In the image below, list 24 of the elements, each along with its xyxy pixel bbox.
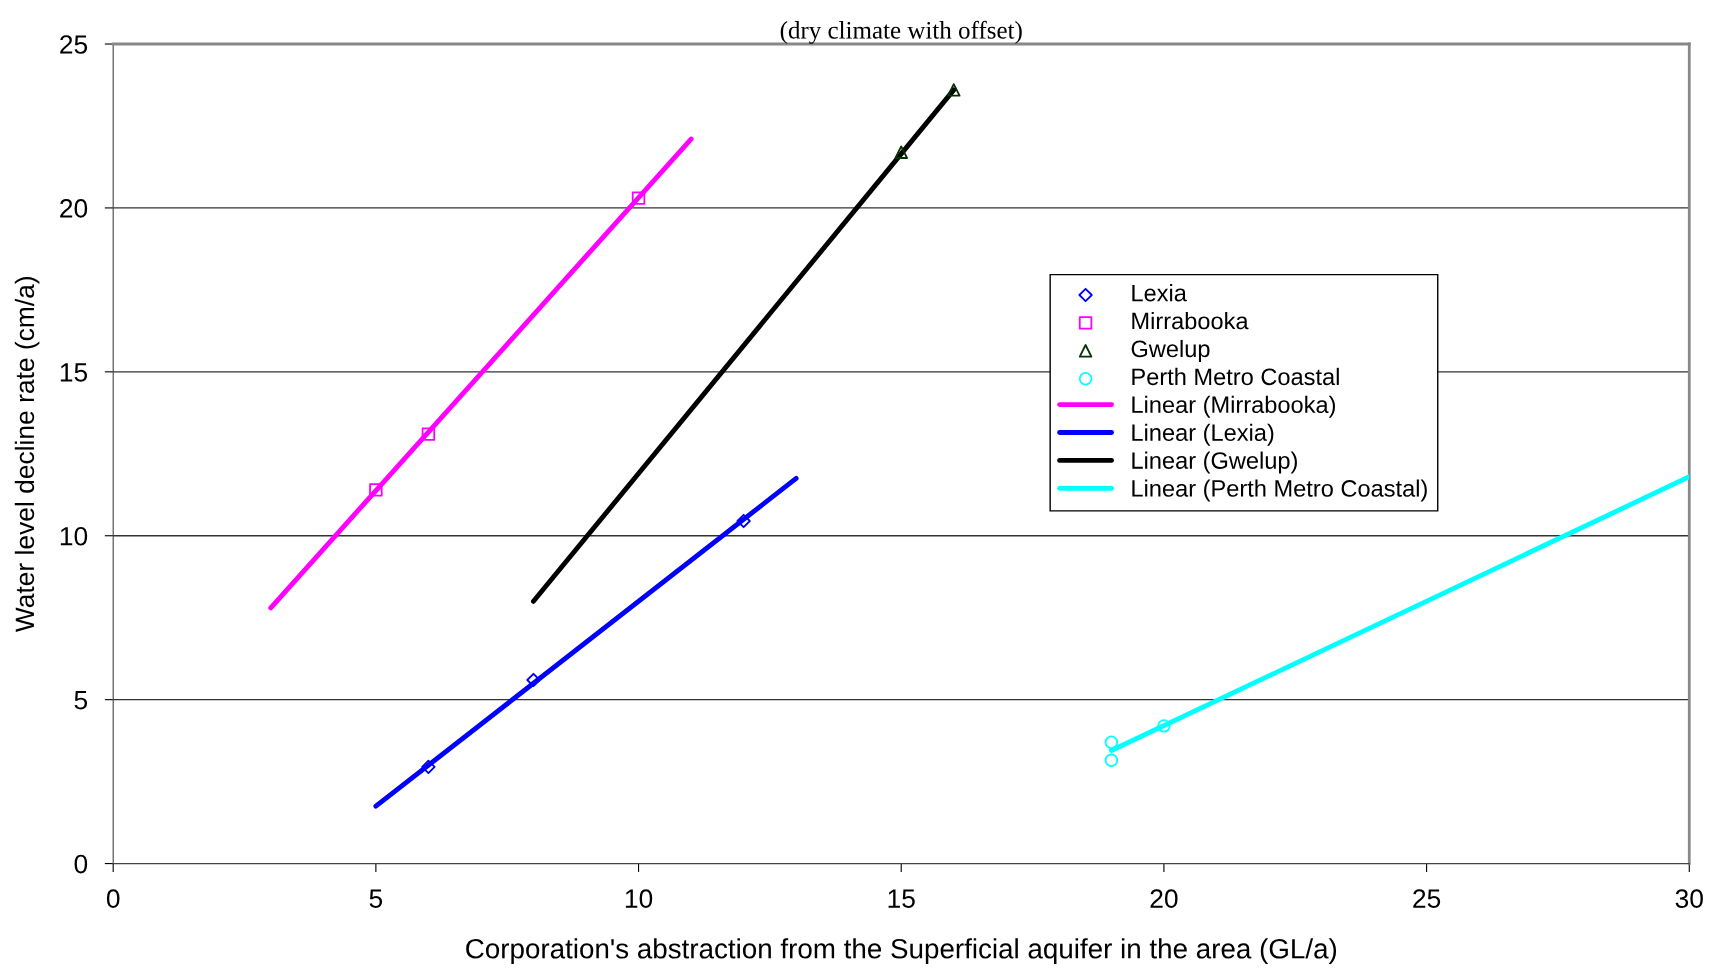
legend-label: Lexia: [1132, 284, 1187, 302]
y-tick-label: 25: [60, 35, 88, 54]
x-tick-label: 15: [888, 889, 915, 908]
legend-label: Perth Metro Coastal: [1132, 367, 1339, 386]
x-tick-label: 10: [625, 889, 653, 908]
chart-title: (dry climate with offset): [780, 20, 1022, 44]
x-axis-title: Corporation's abstraction from the Superficial aquifer in the area (GL/a): [466, 938, 1337, 965]
y-tick-label: 20: [60, 199, 88, 218]
y-tick-label: 0: [74, 854, 88, 874]
legend-label: Linear (Gwelup): [1132, 451, 1297, 474]
x-tick-label: 20: [1150, 889, 1178, 908]
legend-label: Linear (Perth Metro Coastal): [1132, 479, 1427, 502]
x-tick-label: 25: [1413, 889, 1441, 908]
x-tick-label: 30: [1675, 889, 1703, 908]
x-tick-label: 5: [369, 889, 383, 908]
legend-label: Gwelup: [1131, 339, 1210, 362]
y-tick-label: 15: [60, 363, 88, 382]
legend-label: Linear (Mirrabooka): [1132, 395, 1335, 418]
y-tick-label: 5: [74, 691, 88, 710]
legend-label: Mirrabooka: [1132, 312, 1249, 330]
legend-label: Linear (Lexia): [1132, 423, 1274, 446]
y-tick-label: 10: [60, 526, 88, 546]
y-axis-title: Water level decline rate (cm/a): [14, 277, 40, 633]
x-tick-label: 0: [106, 889, 120, 908]
